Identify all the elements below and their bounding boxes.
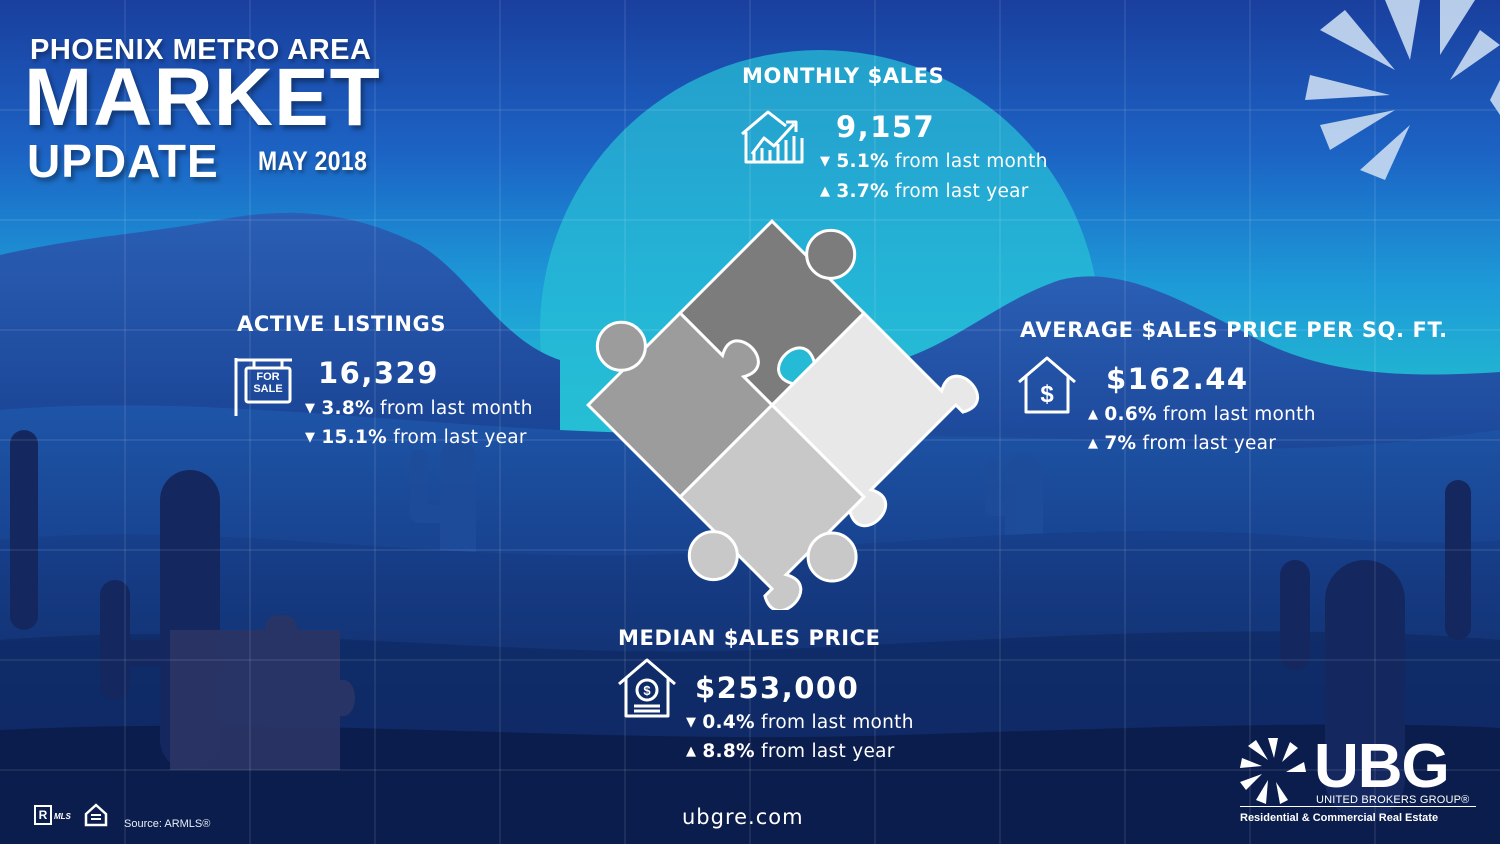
median-price-heading: MEDIAN $ALES PRICE (618, 626, 881, 650)
active-listings-heading: ACTIVE LISTINGS (237, 312, 447, 336)
active-listings-year-change: ▼ 15.1% from last year (305, 427, 527, 448)
sub-title: UPDATE (27, 135, 219, 187)
puzzle-graphic (586, 219, 979, 610)
monthly-sales-value: 9,157 (836, 110, 936, 144)
equal-housing-icon (84, 803, 108, 827)
avg-price-sqft-month-change: ▲ 0.6% from last month (1088, 404, 1316, 425)
avg-price-sqft-heading: AVERAGE $ALES PRICE PER SQ. FT. (1020, 318, 1448, 342)
down-arrow-icon: ▼ (305, 430, 316, 445)
avg-price-sqft-year-change: ▲ 7% from last year (1088, 433, 1277, 454)
up-arrow-icon: ▲ (686, 744, 697, 759)
main-title: MARKET (24, 52, 381, 143)
brand-name: UNITED BROKERS GROUP® (1316, 794, 1470, 806)
mls-badge: MLS (54, 812, 71, 821)
down-arrow-icon: ▼ (686, 715, 697, 730)
source-note: Source: ARMLS® (124, 818, 211, 830)
down-arrow-icon: ▼ (305, 401, 316, 416)
report-period: MAY 2018 (258, 146, 368, 176)
monthly-sales-month-change: ▼ 5.1% from last month (820, 151, 1048, 172)
website-link[interactable]: ubgre.com (682, 805, 804, 829)
median-price-month-change: ▼ 0.4% from last month (686, 712, 914, 733)
svg-text:$: $ (643, 683, 651, 698)
puzzle-piece-right (677, 402, 867, 610)
brand-tagline: Residential & Commercial Real Estate (1240, 812, 1439, 824)
house-coin-icon: $ (618, 658, 676, 718)
active-listings-month-change: ▼ 3.8% from last month (305, 398, 533, 419)
realtor-logo-icon: R (34, 805, 52, 825)
up-arrow-icon: ▲ (1088, 407, 1099, 422)
median-price-value: $253,000 (695, 671, 860, 705)
median-price-year-change: ▲ 8.8% from last year (686, 741, 895, 762)
puzzle-piece-top (769, 310, 979, 528)
logo-divider (1240, 806, 1476, 807)
house-growth-chart-icon (741, 110, 804, 164)
region-title: PHOENIX METRO AREA (30, 34, 372, 66)
up-arrow-icon: ▲ (1088, 436, 1099, 451)
ubg-sunburst-icon (1240, 738, 1306, 804)
active-listings-value: 16,329 (318, 356, 439, 390)
down-arrow-icon: ▼ (820, 154, 831, 169)
monthly-sales-year-change: ▲ 3.7% from last year (820, 181, 1029, 202)
svg-text:$: $ (1040, 381, 1054, 408)
up-arrow-icon: ▲ (820, 184, 831, 199)
for-sale-sign-icon: FOR SALE (232, 356, 294, 418)
house-dollar-icon: $ (1018, 356, 1076, 414)
monthly-sales-heading: MONTHLY $ALES (742, 64, 945, 88)
ubg-logo-text: UBG (1314, 732, 1450, 801)
avg-price-sqft-value: $162.44 (1106, 362, 1249, 396)
